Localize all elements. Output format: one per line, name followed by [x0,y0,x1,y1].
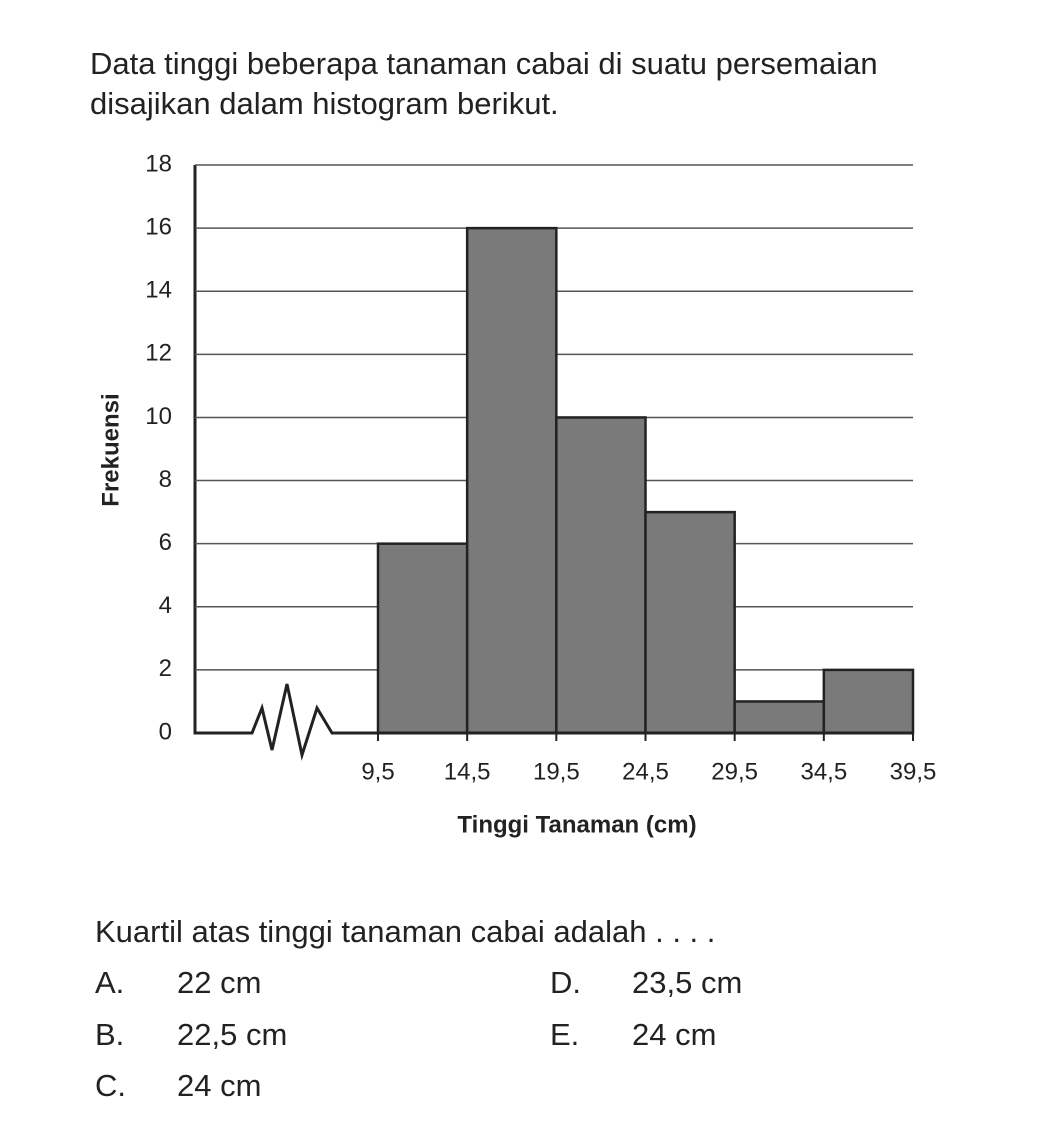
x-tick-label: 34,5 [800,758,847,785]
y-axis-label: Frekuensi [97,393,124,506]
bar [555,416,647,735]
bar [644,510,736,735]
option: B. 22,5 cm [95,1017,287,1053]
option: E. 24 cm [550,1017,716,1053]
y-tick-label: 18 [145,150,172,177]
x-tick-label: 19,5 [533,758,580,785]
option-letter: C. [95,1068,126,1103]
option-letter: B. [95,1017,125,1052]
axis-break [193,165,378,761]
bar [822,668,915,735]
option-text: 22 cm [177,965,262,1000]
y-tick-label: 12 [145,340,172,367]
y-tick-label: 2 [159,655,172,682]
x-tick-label: 9,5 [361,758,394,785]
histogram: Frekuensi Tinggi Tanaman (cm) 0 2 4 6 8 10 12 1… [97,150,937,838]
option-text: 24 cm [177,1068,262,1103]
y-tick-label: 14 [145,277,172,304]
x-tick-label: 14,5 [444,758,491,785]
option: D. 23,5 cm [550,965,742,1001]
x-tick-label: 29,5 [711,758,758,785]
option-text: 24 cm [632,1017,717,1052]
y-tick-label: 8 [159,466,172,493]
question: Kuartil atas tinggi tanaman cabai adalah… [95,914,716,949]
option: A. 22 cm [95,965,261,1001]
bar [733,700,826,735]
bar [465,226,558,735]
option-text: 23,5 cm [632,965,743,1000]
y-tick-label: 6 [159,529,172,556]
option-letter: E. [550,1017,580,1052]
y-tick-label: 4 [159,592,172,619]
y-tick-label: 10 [145,403,172,430]
x-tick-label: 24,5 [622,758,669,785]
option: C. 24 cm [95,1068,261,1104]
x-axis-label: Tinggi Tanaman (cm) [457,811,696,838]
intro-text: Data tinggi beberapa tanaman cabai di su… [90,46,878,121]
option-letter: A. [95,965,125,1000]
bar [376,542,469,735]
x-tick-label: 39,5 [890,758,937,785]
option-text: 22,5 cm [177,1017,288,1052]
y-tick-label: 16 [145,213,172,240]
y-tick-label: 0 [159,718,172,745]
option-letter: D. [550,965,581,1000]
